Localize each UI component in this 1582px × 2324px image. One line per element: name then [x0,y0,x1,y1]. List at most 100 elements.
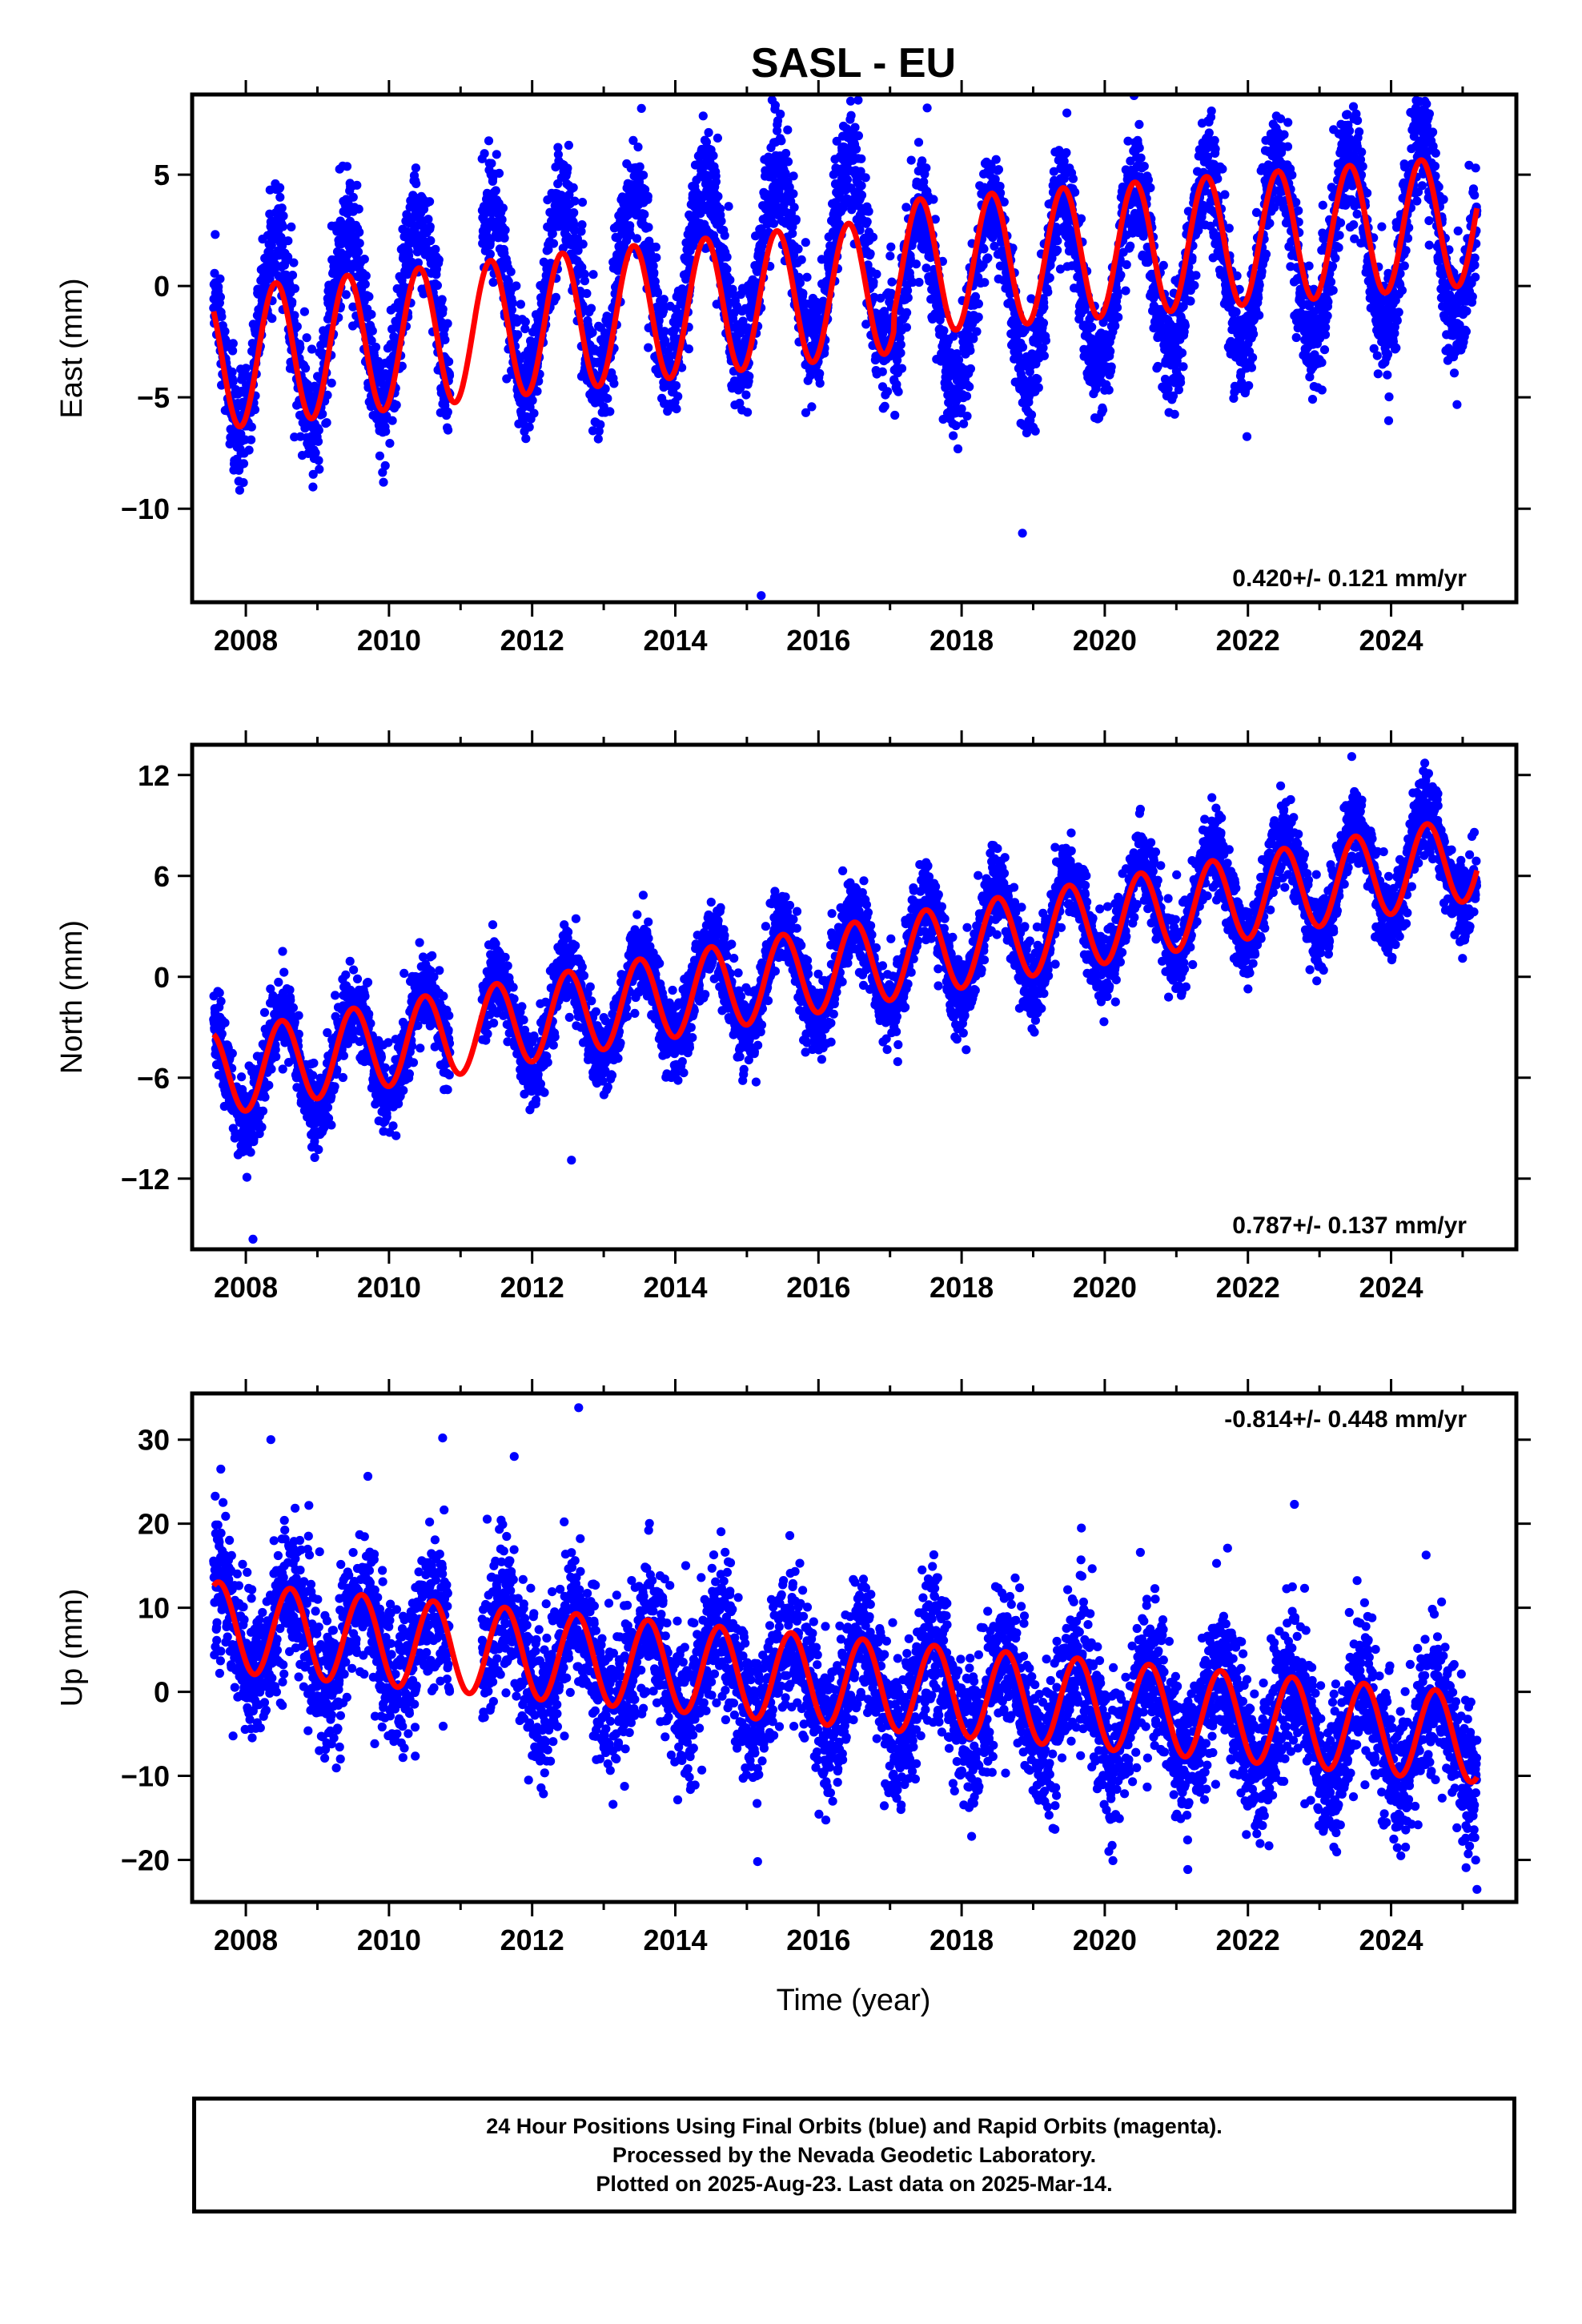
data-point [520,317,530,327]
data-point [1255,280,1264,290]
data-point [494,168,504,178]
data-point [1116,270,1126,280]
data-point [307,344,317,354]
chart-title: SASL - EU [751,40,956,86]
data-point [1062,148,1071,158]
data-point [563,163,572,173]
data-point [220,327,230,336]
data-point [802,272,812,282]
data-point [1186,296,1195,306]
data-point [580,276,590,286]
data-point [974,312,983,322]
data-point [832,136,841,146]
data-point [299,307,309,316]
data-point [883,387,893,396]
data-point [378,468,387,477]
data-point [930,215,940,224]
data-point [385,439,395,448]
data-point [815,379,825,388]
data-point [1335,218,1346,227]
data-point [275,192,285,202]
data-point [1039,303,1049,312]
data-point [444,425,453,435]
data-point [588,328,597,337]
data-point [632,234,642,243]
data-point [673,392,683,401]
data-point [311,448,320,458]
data-point [314,456,323,465]
data-point [729,289,738,299]
data-point [576,227,586,236]
data-point [1014,351,1023,360]
data-point [1204,128,1214,138]
data-point [983,253,993,263]
data-point [364,292,374,301]
data-point [797,255,806,264]
data-point [1211,144,1220,154]
data-point [921,163,931,173]
data-point [215,274,225,283]
data-point [283,236,293,246]
data-point [1231,308,1241,317]
data-point [798,288,808,298]
data-point [308,469,318,479]
data-point [289,258,299,267]
data-point [789,171,798,181]
data-point [1039,351,1049,360]
data-point [853,131,863,141]
data-point [277,241,287,251]
data-point [425,197,435,207]
data-point [1053,245,1062,255]
data-point [235,485,244,495]
data-point [367,326,377,336]
data-point [1176,378,1186,388]
data-point [1279,130,1289,139]
data-point [722,264,732,274]
data-point [625,221,635,231]
data-point [893,356,902,365]
data-point [524,422,534,432]
data-point [1020,325,1030,336]
data-point [903,286,913,296]
data-point [1319,345,1330,355]
data-point [651,242,661,252]
data-point [1283,142,1293,151]
data-point [292,322,302,332]
data-point [426,235,436,246]
data-point [1045,273,1054,283]
data-point [500,233,509,243]
data-point [1190,280,1199,290]
data-point [500,225,510,235]
data-point [886,288,896,298]
data-point [1046,260,1055,270]
data-point [671,380,681,391]
data-point [672,404,681,414]
data-point [846,111,856,120]
data-point [974,299,983,308]
data-point [777,136,786,146]
data-point [738,316,748,326]
data-point [701,137,712,147]
data-point [789,189,798,199]
data-point [247,435,256,444]
data-point [868,232,878,242]
data-point [278,222,288,231]
data-point [966,364,975,374]
data-point [670,324,681,334]
data-point [1331,253,1340,263]
data-point [886,242,896,251]
data-point [689,241,698,251]
data-point [287,271,298,280]
data-point [327,378,336,388]
data-point [965,382,974,392]
data-point [724,202,733,211]
data-point [962,392,972,401]
data-point [1043,287,1053,297]
data-point [558,243,568,253]
data-point [283,252,293,262]
data-point [355,227,364,237]
data-point [1247,363,1256,372]
data-point [636,103,646,113]
data-point [352,180,362,190]
data-point [869,277,878,287]
